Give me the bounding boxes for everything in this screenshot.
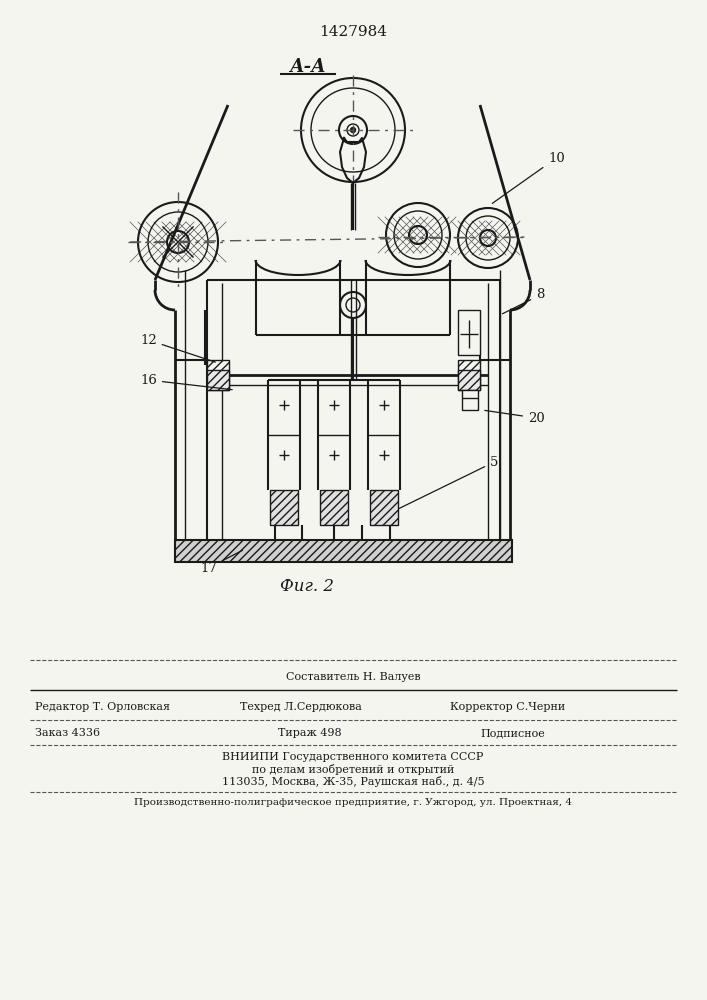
Bar: [270, 490, 298, 525]
Text: ВНИИПИ Государственного комитета СССР: ВНИИПИ Государственного комитета СССР: [222, 752, 484, 762]
Bar: [175, 540, 512, 562]
Text: 17: 17: [200, 550, 243, 574]
Circle shape: [409, 226, 427, 244]
Bar: [462, 390, 478, 410]
Text: 8: 8: [503, 288, 544, 314]
Bar: [458, 360, 480, 390]
Circle shape: [351, 127, 356, 132]
Text: 20: 20: [485, 410, 545, 424]
Bar: [207, 360, 229, 390]
Bar: [320, 490, 348, 525]
Text: 113035, Москва, Ж-35, Раушская наб., д. 4/5: 113035, Москва, Ж-35, Раушская наб., д. …: [222, 776, 484, 787]
Text: 12: 12: [140, 334, 216, 362]
Text: Производственно-полиграфическое предприятие, г. Ужгород, ул. Проектная, 4: Производственно-полиграфическое предприя…: [134, 798, 572, 807]
Text: А-А: А-А: [288, 58, 325, 76]
Bar: [207, 370, 229, 390]
Text: Техред Л.Сердюкова: Техред Л.Сердюкова: [240, 702, 362, 712]
Text: Фиг. 2: Фиг. 2: [280, 578, 334, 595]
Text: Редактор Т. Орловская: Редактор Т. Орловская: [35, 702, 170, 712]
Circle shape: [480, 230, 496, 246]
Text: Подписное: Подписное: [480, 728, 545, 738]
Bar: [458, 370, 480, 390]
Text: по делам изобретений и открытий: по делам изобретений и открытий: [252, 764, 454, 775]
Bar: [370, 490, 398, 525]
Text: Корректор С.Черни: Корректор С.Черни: [450, 702, 566, 712]
Text: 5: 5: [399, 456, 498, 509]
Text: Заказ 4336: Заказ 4336: [35, 728, 100, 738]
Text: 1427984: 1427984: [319, 25, 387, 39]
Text: Составитель Н. Валуев: Составитель Н. Валуев: [286, 672, 421, 682]
Bar: [458, 310, 480, 355]
Text: Тираж 498: Тираж 498: [278, 728, 341, 738]
Text: 10: 10: [492, 151, 565, 203]
Circle shape: [167, 231, 189, 253]
Text: 16: 16: [140, 373, 232, 390]
